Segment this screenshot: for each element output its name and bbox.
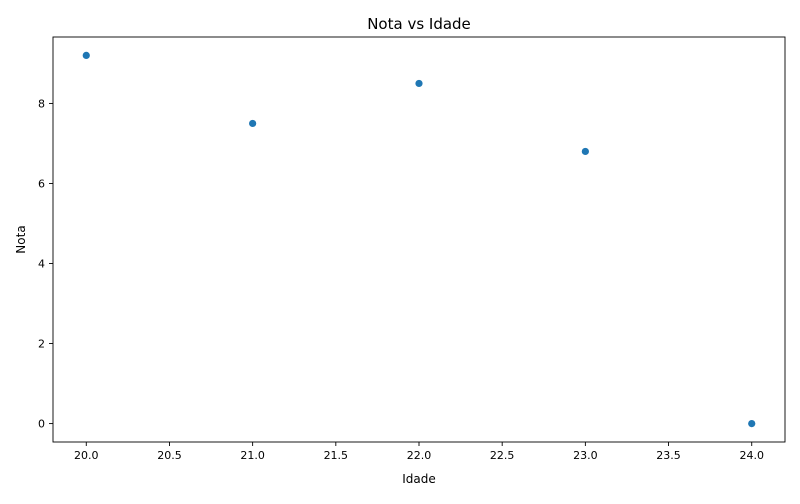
y-tick-label: 8 (38, 97, 45, 110)
plot-frame (52, 36, 786, 443)
x-tick-label: 24.0 (739, 449, 764, 462)
x-tick-label: 21.0 (240, 449, 265, 462)
y-axis-label: Nota (14, 225, 28, 253)
y-tick-label: 6 (38, 177, 45, 190)
y-tick-label: 2 (38, 338, 45, 351)
x-tick-label: 20.5 (157, 449, 182, 462)
x-axis-label: Idade (402, 472, 436, 486)
scatter-point (581, 147, 589, 156)
chart-title: Nota vs Idade (367, 15, 471, 33)
x-tick-label: 23.0 (573, 449, 598, 462)
y-axis-ticks: 0 2 4 6 8 (38, 97, 53, 431)
x-tick-label: 23.5 (656, 449, 681, 462)
y-tick-label: 4 (38, 258, 45, 271)
x-tick-label: 22.0 (407, 449, 432, 462)
scatter-point (249, 119, 257, 128)
scatter-point (748, 419, 756, 428)
x-tick-label: 21.5 (324, 449, 349, 462)
y-tick-label: 0 (38, 418, 45, 431)
x-axis-ticks: 20.0 20.5 21.0 21.5 22.0 22.5 23.0 23.5 24.0 (74, 442, 764, 462)
data-points (82, 51, 756, 428)
scatter-point (82, 51, 90, 60)
scatter-point (415, 79, 423, 88)
x-tick-label: 20.0 (74, 449, 99, 462)
x-tick-label: 22.5 (490, 449, 515, 462)
